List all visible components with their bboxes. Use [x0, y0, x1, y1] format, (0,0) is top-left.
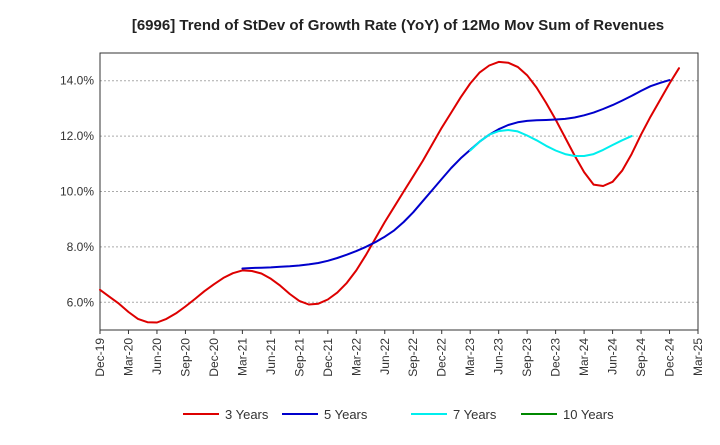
- x-tick-label: Jun-24: [606, 338, 620, 375]
- y-tick-label: 6.0%: [67, 295, 95, 309]
- x-tick-label: Dec-24: [663, 338, 677, 377]
- x-tick-label: Dec-21: [321, 338, 335, 377]
- series-layer: [99, 60, 680, 324]
- y-tick-label: 10.0%: [60, 185, 94, 199]
- x-tick-label: Dec-22: [435, 338, 449, 377]
- x-tick-label: Mar-22: [349, 338, 363, 376]
- series-line-5-years: [241, 79, 671, 270]
- x-tick-label: Dec-20: [207, 338, 221, 377]
- x-tick-label: Jun-22: [378, 338, 392, 375]
- y-tick-label: 14.0%: [60, 74, 94, 88]
- legend-label: 5 Years: [324, 407, 368, 422]
- legend-label: 7 Years: [453, 407, 497, 422]
- series-line-3-years: [99, 60, 680, 324]
- x-tick-label: Sep-23: [520, 338, 534, 377]
- chart-title: [6996] Trend of StDev of Growth Rate (Yo…: [132, 17, 664, 34]
- legend: 3 Years 5 Years 7 Years 10 Years: [183, 407, 614, 422]
- x-tick-label: Mar-20: [121, 338, 135, 376]
- x-tick-label: Sep-24: [634, 338, 648, 377]
- x-tick-label: Sep-20: [178, 338, 192, 377]
- x-tick-label: Sep-22: [406, 338, 420, 377]
- x-tick-label: Mar-25: [691, 338, 705, 376]
- x-tick-label: Mar-24: [577, 338, 591, 376]
- y-tick-label: 8.0%: [67, 240, 95, 254]
- x-tick-label: Mar-23: [463, 338, 477, 376]
- x-tick-label: Jun-21: [264, 338, 278, 375]
- y-axis: 6.0% 8.0% 10.0% 12.0% 14.0%: [60, 74, 94, 310]
- x-tick-label: Sep-21: [292, 338, 306, 377]
- legend-label: 10 Years: [563, 407, 614, 422]
- plot-frame: [99, 52, 699, 331]
- x-tick-label: Jun-20: [150, 338, 164, 375]
- x-axis: Dec-19 Mar-20 Jun-20 Sep-20 Dec-20 Mar-21 Jun-…: [93, 330, 705, 377]
- x-tick-label: Dec-19: [93, 338, 107, 377]
- x-tick-label: Jun-23: [492, 338, 506, 375]
- grid-layer: [100, 80, 698, 303]
- x-tick-label: Mar-21: [235, 338, 249, 376]
- legend-label: 3 Years: [225, 407, 269, 422]
- series-line-7-years: [469, 129, 633, 157]
- y-tick-label: 12.0%: [60, 129, 94, 143]
- x-tick-label: Dec-23: [549, 338, 563, 377]
